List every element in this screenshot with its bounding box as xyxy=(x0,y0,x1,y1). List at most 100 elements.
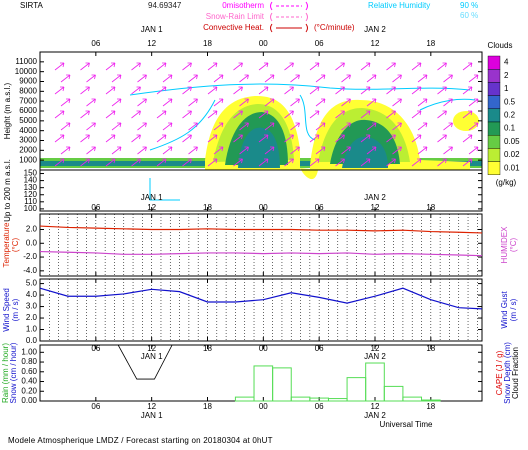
wind-arrow xyxy=(437,158,447,167)
wind-arrow xyxy=(360,158,371,167)
rain-bar xyxy=(346,377,367,402)
day-label: JAN 2 xyxy=(364,25,386,34)
wind-arrow xyxy=(264,122,275,131)
wind-arrow xyxy=(284,158,294,167)
wind-arrow xyxy=(86,146,96,155)
wind-arrow xyxy=(54,110,65,119)
rain-bar xyxy=(290,396,311,402)
wind-arrow xyxy=(315,74,326,83)
wind-arrow xyxy=(437,110,447,119)
wind-arrow xyxy=(366,146,377,155)
wind-arrow xyxy=(284,62,294,71)
station: SIRTA xyxy=(20,1,43,10)
wind-arrow xyxy=(443,146,453,155)
x-tick-label: 00 xyxy=(259,39,268,48)
wind-arrow xyxy=(137,146,147,155)
wind-arrow xyxy=(392,146,402,155)
x-tick-label: 12 xyxy=(371,39,380,48)
wind-arrow xyxy=(392,98,402,107)
y-tick-label: 150 xyxy=(24,169,38,178)
wind-arrow xyxy=(239,122,249,131)
cloud-blob xyxy=(453,111,479,131)
wind-arrow xyxy=(233,110,243,119)
y-axis-label: Height (m a.s.l.) xyxy=(3,82,12,139)
wind-arrow xyxy=(258,134,269,143)
wind-arrow xyxy=(264,74,275,83)
wind-arrow xyxy=(213,98,224,107)
wind-arrow xyxy=(264,98,275,107)
wind-arrow xyxy=(443,74,453,83)
wind-arrow xyxy=(411,86,422,95)
wind-arrow xyxy=(60,98,71,107)
wind-arrow xyxy=(105,134,116,143)
wind-arrow xyxy=(462,86,473,95)
colorbar-cell xyxy=(487,148,501,162)
cloud-field xyxy=(40,83,482,201)
wind-arrow xyxy=(437,62,447,71)
day-label: JAN 1 xyxy=(141,352,163,361)
wind-arrow xyxy=(239,146,249,155)
y-tick-label: 1.00 xyxy=(21,347,37,356)
y-tick-label: 110 xyxy=(24,197,37,206)
wind-arrow xyxy=(366,74,377,83)
colorbar-label: 2 xyxy=(504,71,509,80)
x-tick-label: 00 xyxy=(259,203,268,212)
legend-symbol xyxy=(270,1,308,11)
y2-axis-label: Wind Gust xyxy=(500,291,509,329)
wind-arrow xyxy=(417,122,428,131)
wind-arrow xyxy=(54,134,65,143)
x-tick-label: 18 xyxy=(203,344,212,353)
y-tick-label: 130 xyxy=(24,183,38,192)
y2-axis-unit: (°C) xyxy=(509,238,518,253)
y-tick-label: 100 xyxy=(24,204,38,213)
cloud-fraction-line xyxy=(117,345,173,380)
y-tick-label: 5.0 xyxy=(26,279,38,288)
y-tick-label: 0.40 xyxy=(21,377,37,386)
wind-arrow xyxy=(386,110,396,119)
panel-frame xyxy=(39,278,483,342)
y-tick-label: 8000 xyxy=(19,86,37,95)
series-line xyxy=(39,225,483,234)
wind-arrow xyxy=(105,158,116,167)
legend-symbol xyxy=(270,23,308,33)
wind-arrow xyxy=(468,146,479,155)
wind-arrow xyxy=(207,110,218,119)
wind-arrow xyxy=(392,122,402,131)
y-tick-label: 6000 xyxy=(19,106,37,115)
wind-arrow xyxy=(182,158,192,167)
x-tick-label: 06 xyxy=(91,203,100,212)
wind-arrow xyxy=(309,110,320,119)
colorbar-cell xyxy=(487,121,501,136)
panel-frame xyxy=(39,213,483,277)
y-tick-label: 3.0 xyxy=(26,302,38,311)
y-tick-label: 2.0 xyxy=(26,225,38,234)
day-label: JAN 2 xyxy=(364,411,386,420)
y-tick-label: -2.0 xyxy=(23,252,37,261)
y-tick-label: 120 xyxy=(24,190,38,199)
wind-arrow xyxy=(335,158,345,167)
wind-arrow xyxy=(386,158,396,167)
wind-arrow xyxy=(417,98,428,107)
panel-frame xyxy=(39,344,483,402)
rh-contour xyxy=(149,94,476,151)
wind-arrow xyxy=(86,74,96,83)
x-tick-label: 06 xyxy=(91,344,100,353)
colorbar-label: 1 xyxy=(504,84,509,93)
wind-arrow xyxy=(443,98,453,107)
wind-arrow xyxy=(462,62,473,71)
y2-axis-label: CAPE (J / g) xyxy=(495,350,504,395)
wind-arrow xyxy=(54,158,65,167)
y-tick-label: 0.00 xyxy=(21,396,37,405)
x-tick-label: 06 xyxy=(91,402,100,411)
x-tick-label: 12 xyxy=(147,344,156,353)
colorbar-label: 0.2 xyxy=(504,111,516,120)
coordinate: 94.69347 xyxy=(148,1,182,10)
footer: Modele Atmospherique LMDZ / Forecast sta… xyxy=(8,436,273,445)
wind-arrow xyxy=(111,74,122,83)
rh-level: 90 % xyxy=(460,1,478,10)
wind-arrow xyxy=(162,74,173,83)
wind-arrow xyxy=(468,74,479,83)
colorbar-label: 4 xyxy=(504,58,509,67)
y-tick-label: 0.20 xyxy=(21,386,37,395)
wind-arrow xyxy=(131,134,141,143)
